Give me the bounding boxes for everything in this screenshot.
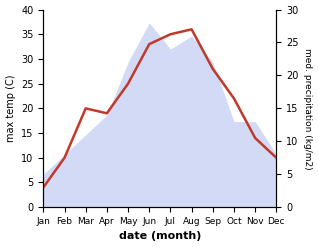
Y-axis label: med. precipitation (kg/m2): med. precipitation (kg/m2): [303, 48, 313, 169]
Y-axis label: max temp (C): max temp (C): [5, 75, 16, 142]
X-axis label: date (month): date (month): [119, 231, 201, 242]
